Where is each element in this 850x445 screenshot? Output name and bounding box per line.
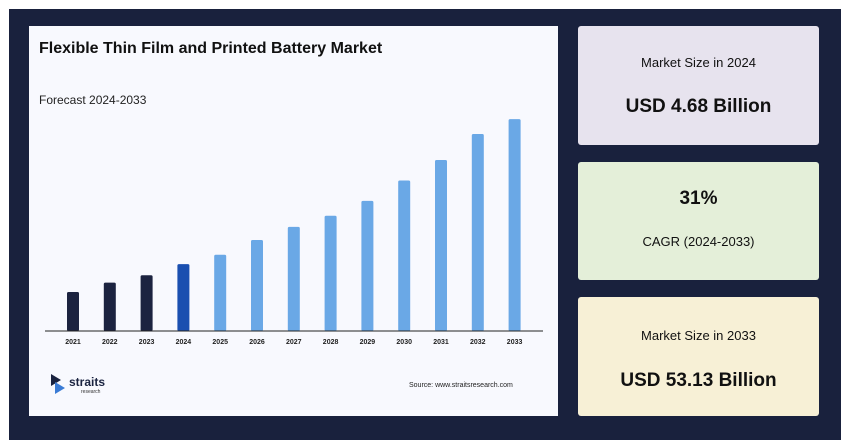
market-size-2024-value: USD 4.68 Billion	[625, 96, 772, 117]
bar-2021	[67, 291, 79, 331]
bar-2026	[251, 239, 263, 331]
x-tick-2030: 2030	[396, 339, 412, 346]
market-size-2024-card: Market Size in 2024 USD 4.68 Billion	[578, 26, 819, 145]
bar-2028	[324, 215, 337, 331]
market-size-2033-value: USD 53.13 Billion	[620, 370, 777, 391]
x-tick-2032: 2032	[470, 339, 486, 346]
bar-2032	[471, 134, 484, 331]
x-tick-2024: 2024	[176, 339, 192, 346]
cagr-value: 31%	[679, 188, 718, 209]
bar-2024	[177, 264, 190, 331]
market-size-2024-label: Market Size in 2024	[641, 55, 756, 70]
logo-sub: research	[81, 389, 101, 395]
bar-2030	[398, 180, 411, 331]
chart-title: Flexible Thin Film and Printed Battery M…	[39, 40, 383, 57]
bar-2027	[287, 226, 300, 331]
chart-subtitle: Forecast 2024-2033	[39, 93, 147, 107]
bar-2029	[361, 200, 374, 331]
logo-mark-icon	[51, 374, 65, 394]
chart-card: Flexible Thin Film and Printed Battery M…	[29, 26, 558, 416]
market-size-2033-label: Market Size in 2033	[641, 328, 756, 343]
x-tick-2022: 2022	[102, 339, 118, 346]
bar-2022	[103, 282, 116, 331]
market-size-2033-card: Market Size in 2033 USD 53.13 Billion	[578, 297, 819, 416]
cagr-card: 31% CAGR (2024-2033)	[578, 162, 819, 280]
x-tick-2033: 2033	[507, 339, 523, 346]
x-tick-2027: 2027	[286, 339, 302, 346]
x-tick-2025: 2025	[212, 339, 228, 346]
cagr-label: CAGR (2024-2033)	[642, 234, 755, 249]
x-tick-2026: 2026	[249, 339, 265, 346]
source-note: Source: www.straitsresearch.com	[409, 382, 513, 389]
x-tick-2031: 2031	[433, 339, 449, 346]
bar-2033	[508, 119, 521, 332]
logo-word: straits	[69, 375, 106, 389]
x-tick-2028: 2028	[323, 339, 339, 346]
straits-logo: straits research	[49, 371, 129, 399]
bar-2023	[140, 275, 153, 331]
bar-chart: 2021 2022 2023 2024 2025 2026 2027 2028 2029 2030…	[45, 119, 543, 346]
x-tick-2021: 2021	[65, 339, 81, 346]
bar-2025	[214, 254, 227, 331]
x-tick-2023: 2023	[139, 339, 155, 346]
x-tick-2029: 2029	[360, 339, 376, 346]
bar-2031	[435, 160, 447, 331]
